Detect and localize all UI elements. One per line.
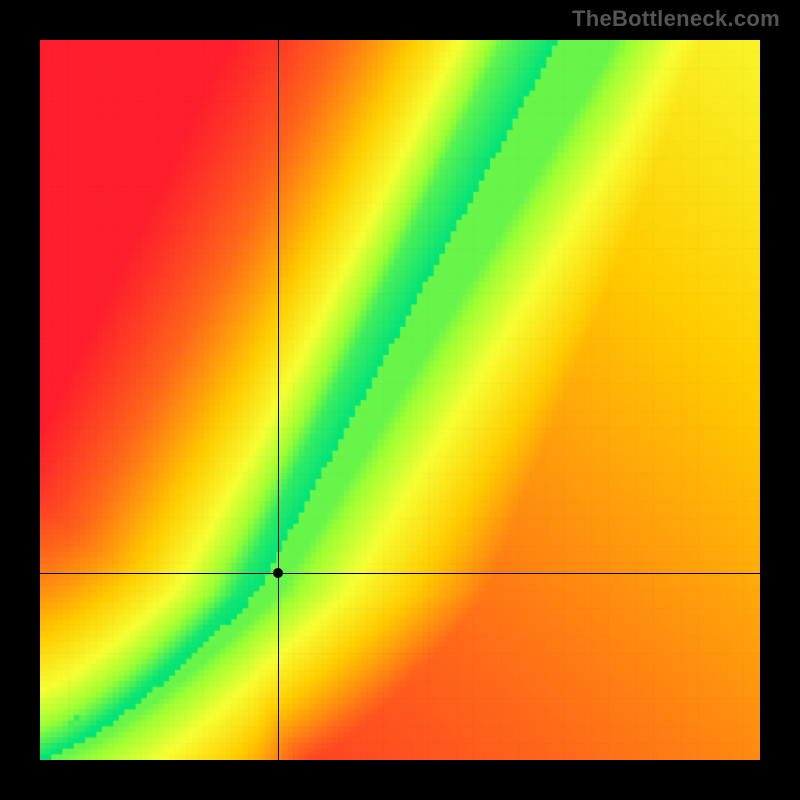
chart-container: TheBottleneck.com	[0, 0, 800, 800]
watermark-label: TheBottleneck.com	[572, 6, 780, 32]
heatmap-canvas	[40, 40, 760, 760]
plot-area	[40, 40, 760, 760]
